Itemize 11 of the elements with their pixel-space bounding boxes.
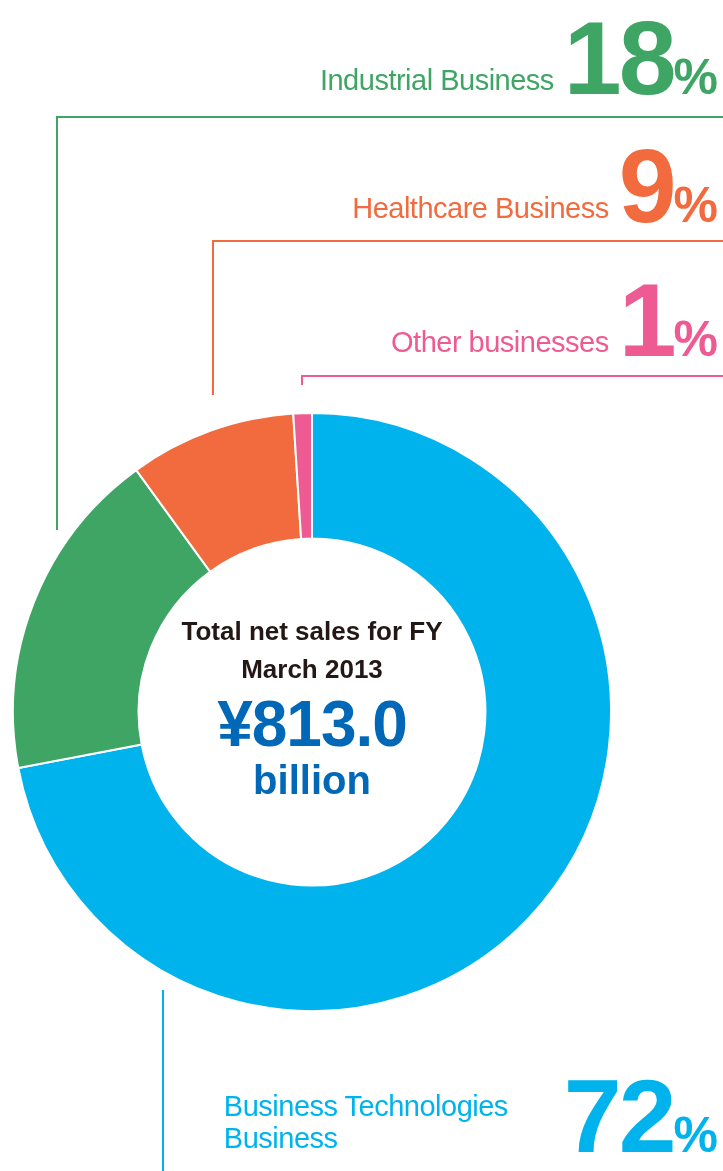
slice-label: Industrial Business bbox=[319, 64, 554, 98]
text: Total net sales for FY March 2013 bbox=[180, 615, 444, 686]
data-label: 9% bbox=[618, 128, 718, 244]
slice-label: Other businesses bbox=[391, 326, 609, 360]
slice-label: Healthcare Business bbox=[352, 192, 609, 226]
data-label: 18% bbox=[563, 0, 718, 116]
text: ¥813.0 bbox=[216, 688, 408, 760]
data-label: 72% bbox=[563, 1058, 718, 1171]
data-label: 1% bbox=[618, 262, 718, 378]
text: billion bbox=[252, 758, 372, 802]
slice-label: Business Technologies Business bbox=[223, 1090, 509, 1156]
